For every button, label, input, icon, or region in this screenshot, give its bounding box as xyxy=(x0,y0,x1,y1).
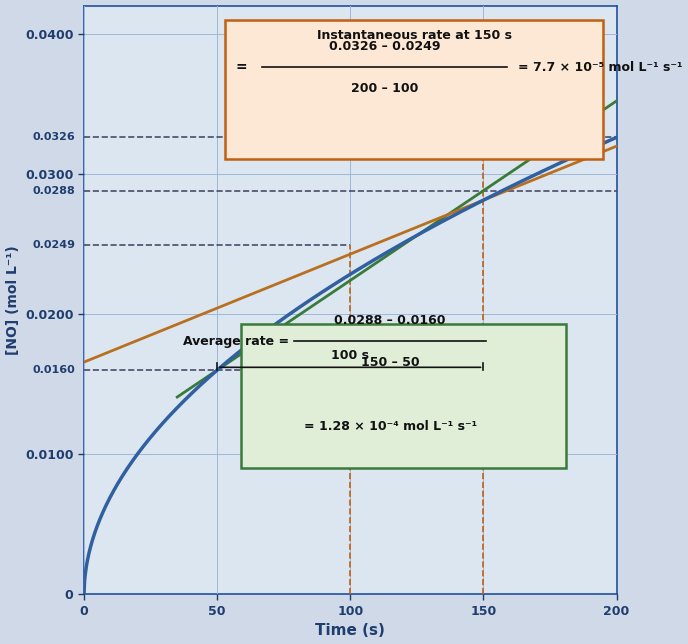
Text: =: = xyxy=(235,61,247,75)
Text: 0.0288 – 0.0160: 0.0288 – 0.0160 xyxy=(334,314,446,327)
Text: 0.0326: 0.0326 xyxy=(33,133,76,142)
Text: 0.0326 – 0.0249: 0.0326 – 0.0249 xyxy=(329,40,441,53)
X-axis label: Time (s): Time (s) xyxy=(315,623,385,638)
Text: Instantaneous rate at 150 s: Instantaneous rate at 150 s xyxy=(316,29,512,42)
Text: Average rate =: Average rate = xyxy=(183,335,289,348)
Text: 150 – 50: 150 – 50 xyxy=(361,356,420,369)
Text: = 1.28 × 10⁻⁴ mol L⁻¹ s⁻¹: = 1.28 × 10⁻⁴ mol L⁻¹ s⁻¹ xyxy=(303,420,477,433)
Text: 100 s: 100 s xyxy=(332,348,369,362)
FancyBboxPatch shape xyxy=(241,323,566,468)
Text: 0.0288: 0.0288 xyxy=(33,185,76,196)
FancyBboxPatch shape xyxy=(225,20,603,158)
Y-axis label: [NO] (mol L⁻¹): [NO] (mol L⁻¹) xyxy=(6,245,19,355)
Text: 200 – 100: 200 – 100 xyxy=(352,82,418,95)
Text: 0.0160: 0.0160 xyxy=(33,365,76,375)
Text: 0.0249: 0.0249 xyxy=(33,240,76,251)
Text: = 7.7 × 10⁻⁵ mol L⁻¹ s⁻¹: = 7.7 × 10⁻⁵ mol L⁻¹ s⁻¹ xyxy=(518,61,682,74)
